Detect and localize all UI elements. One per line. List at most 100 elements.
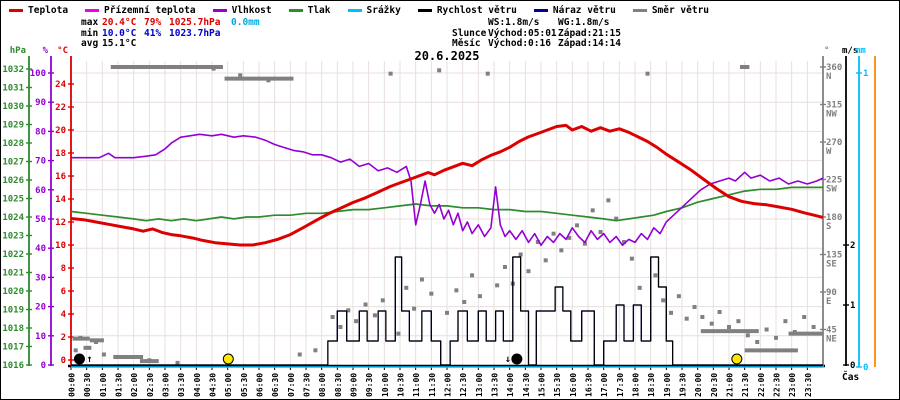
wind-direction-dot: [745, 333, 750, 338]
axis-tick-label: 1029: [2, 121, 24, 131]
axis-tick-label: 0: [850, 361, 855, 371]
axis-tick-label: 1017: [2, 343, 24, 353]
wind-direction-dot: [338, 325, 343, 329]
axis-tick-label: 17:30: [616, 373, 625, 397]
axis-tick-label: N: [826, 72, 831, 82]
pressure-swatch: [288, 9, 303, 12]
wind-gust-stat: WG:1.8m/s: [558, 17, 610, 28]
wind-direction-dot: [297, 352, 302, 357]
axis-tick-label: 1027: [2, 158, 24, 168]
axis-tick-label: ↑: [86, 354, 92, 365]
axis-tick-label: 1021: [2, 269, 24, 279]
wind-direction-dot: [437, 68, 442, 73]
axis-tick-label: 12:30: [459, 373, 468, 397]
axis-tick-label: W: [826, 147, 832, 157]
axis-tick-label: 21:00: [726, 373, 735, 397]
wind-direction-dot: [559, 248, 564, 253]
moonset-time: Západ:14:14: [558, 38, 621, 49]
moon-rise-marker: [73, 353, 85, 365]
axis-tick-label: 20: [55, 126, 66, 136]
legend-item-ground-temperature: Přízemní teplota: [85, 5, 196, 16]
precipitation-swatch: [347, 9, 362, 12]
axis-tick-label: 18:30: [647, 373, 656, 397]
min-pressure: 1023.7hPa: [169, 27, 221, 39]
wind-direction-dot: [429, 291, 434, 296]
min-temperature: 10.0°C: [102, 27, 137, 39]
axis-tick-label: 07:00: [287, 373, 296, 397]
wind-direction-dot: [543, 258, 548, 263]
axis-tick-label: 19:30: [679, 373, 688, 397]
time-axis-label: Čas: [842, 372, 860, 383]
axis-tick-label: 90: [826, 288, 837, 298]
axis-tick-label: 02:00: [130, 373, 139, 397]
axis-tick-label: 15:30: [553, 373, 562, 397]
wind-direction-dot: [330, 315, 335, 319]
axis-tick-label: 20:00: [694, 373, 703, 397]
wind-direction-dot: [755, 340, 760, 344]
axis-tick-label: 30: [35, 273, 46, 283]
wind-direction-dot: [502, 265, 507, 269]
wind-direction-dot: [709, 321, 714, 326]
wind-direction-dot: [653, 273, 658, 278]
wind-direction-dot: [346, 308, 351, 313]
wind-direction-dot: [764, 327, 769, 332]
axis-tick-label: 15:00: [538, 373, 547, 397]
axis-tick-label: 1025: [2, 195, 24, 205]
sun-set-marker: [731, 353, 743, 365]
axis-tick-label: 100: [30, 69, 46, 79]
sun-label: Slunce: [452, 27, 487, 39]
stats-max-row: max 20.4°C 79% 1025.7hPa 0.0mm: [81, 17, 260, 29]
axis-tick-label: NW: [826, 110, 837, 120]
axis-tick-label: 90: [35, 98, 46, 108]
legend-item-humidity: Vlhkost: [212, 5, 272, 16]
wind-direction-dot: [582, 241, 587, 246]
wind-direction-dot: [372, 313, 377, 318]
stats-block-right: WS:1.8m/s WG:1.8m/s Slunce Východ:05:01 …: [452, 17, 621, 50]
wind-direction-dot: [551, 231, 556, 236]
wind-stats-row: WS:1.8m/s WG:1.8m/s: [452, 17, 621, 29]
axis-tick-label: 22:00: [757, 373, 766, 397]
wind-direction-dot: [811, 325, 816, 329]
wind-direction-dot: [717, 310, 722, 314]
wind-direction-dot: [637, 285, 642, 290]
axis-tick-label: 24: [55, 80, 66, 90]
legend-item-precipitation: Srážky: [347, 5, 401, 16]
chart-date-title: 20.6.2025: [414, 49, 480, 63]
wind-direction-dot: [645, 71, 650, 76]
avg-temperature: 15.1°C: [102, 38, 137, 49]
wind-direction-dot: [802, 315, 807, 319]
wind-direction-dot: [783, 319, 788, 324]
stats-block-left: max 20.4°C 79% 1025.7hPa 0.0mm min 10.0°…: [81, 17, 260, 50]
axis-tick-label: 16:30: [585, 373, 594, 397]
legend-item-temperature: Teplota: [9, 5, 68, 16]
axis-tick-label: E: [826, 297, 831, 307]
wind-direction-dot: [73, 348, 78, 353]
axis-tick-label: 16: [55, 172, 66, 182]
axis-tick-label: 03:30: [177, 373, 186, 397]
humidity-line: [71, 133, 824, 247]
axis-tick-label: 10:00: [381, 373, 390, 397]
max-humidity: 79%: [144, 17, 162, 28]
wind-direction-dot: [692, 305, 697, 309]
sunrise-time: Východ:05:01: [488, 27, 557, 39]
wind-direction-dot: [454, 288, 459, 293]
axis-tick-label: 14:30: [522, 373, 531, 397]
moon-set-marker: [511, 353, 523, 365]
axis-tick-label: 06:30: [271, 373, 280, 397]
axis-tick-label: S: [826, 222, 831, 232]
humidity-label: Vlhkost: [231, 5, 272, 16]
wind-direction-dot: [774, 335, 778, 340]
wind-direction-dot: [606, 198, 611, 203]
axis-tick-label: 40: [35, 244, 46, 254]
sun-rise-marker: [222, 353, 234, 365]
wind-gust-swatch: [533, 9, 548, 12]
precipitation-label: Srážky: [366, 5, 401, 16]
wind-direction-dot: [462, 300, 467, 304]
axis-tick-label: 09:30: [365, 373, 374, 397]
axis-tick-label: SE: [826, 260, 837, 270]
axis-tick-label: 1032: [2, 65, 24, 75]
axis-tick-label: 14:00: [506, 373, 515, 397]
axis-tick-label: m/s: [842, 46, 858, 56]
axis-tick-label: 18: [55, 149, 66, 159]
